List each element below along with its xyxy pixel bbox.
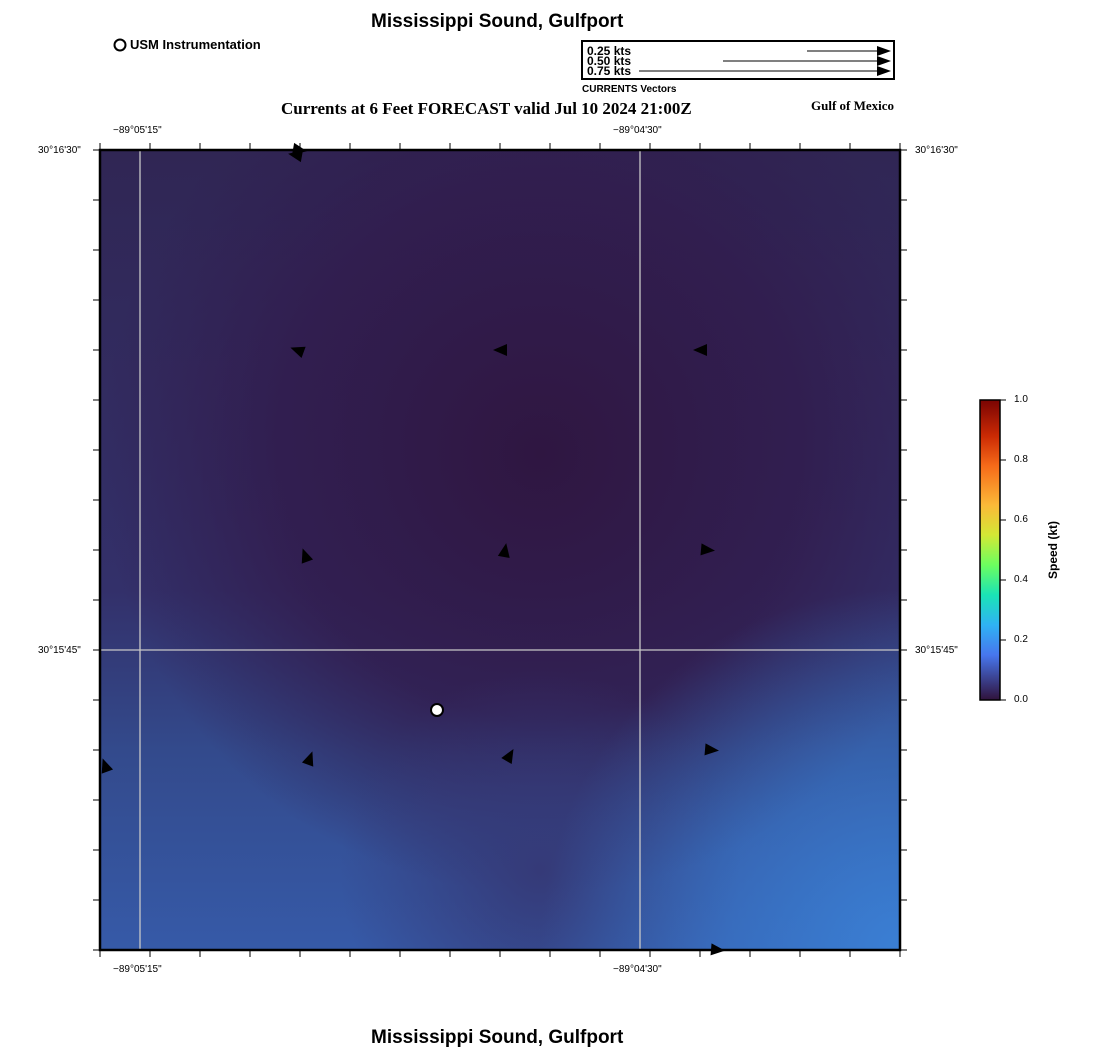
colorbar-tick-label: 0.2 [1014, 634, 1028, 645]
current-vector-v3 [493, 344, 507, 356]
current-vector-v6 [497, 543, 510, 558]
frame-ticks [93, 143, 907, 957]
colorbar-ticks [1000, 399, 1006, 701]
lat-tick-right-2: 30°15'45" [915, 645, 958, 656]
legend-arrow-head-3 [877, 66, 891, 76]
current-map [93, 142, 907, 957]
current-vector-v7 [700, 543, 715, 556]
lon-tick-bottom-1: −89°05'15" [113, 964, 162, 975]
colorbar-tick-label: 1.0 [1014, 394, 1028, 405]
footer-title: Mississippi Sound, Gulfport [371, 1027, 624, 1048]
vector-legend-box: 0.25 kts 0.50 kts 0.75 kts [581, 40, 895, 80]
usm-station-marker[interactable] [430, 703, 444, 717]
lat-tick-left-2: 30°15'45" [38, 645, 81, 656]
current-vector-v4 [693, 344, 707, 356]
current-vector-v11 [704, 743, 719, 756]
station-legend-label: USM Instrumentation [130, 37, 261, 52]
current-vector-v8 [101, 758, 114, 774]
colorbar-tick-labels: 1.0 0.8 0.6 0.4 0.2 0.0 [1014, 394, 1054, 705]
legend-arrow-head-2 [877, 56, 891, 66]
current-vector-v1 [288, 150, 303, 163]
colorbar-gradient [979, 399, 1001, 701]
current-vector-v5 [301, 548, 314, 564]
vector-legend-label-3: 0.75 kts [587, 64, 632, 78]
vector-legend-arrows [639, 46, 891, 76]
current-vector-v10 [501, 748, 514, 765]
lon-tick-bottom-2: −89°04'30" [613, 964, 662, 975]
vector-legend-label-2: 0.50 kts [587, 54, 632, 68]
region-label: Gulf of Mexico [811, 98, 895, 113]
lat-tick-right-1: 30°16'30" [915, 145, 958, 156]
current-vectors [101, 142, 725, 956]
current-vector-v9 [301, 751, 314, 767]
colorbar-label: Speed (kt) [1046, 521, 1060, 580]
legend-arrow-head-1 [877, 46, 891, 56]
current-vector-v2 [290, 346, 306, 359]
vector-legend-label-1: 0.25 kts [587, 44, 632, 58]
speed-field-high [100, 150, 900, 950]
speed-colorbar [979, 399, 1006, 701]
colorbar-label-wrap: Speed (kt) [1018, 521, 1088, 579]
station-legend-symbol [113, 38, 127, 52]
lat-tick-left-1: 30°16'30" [38, 145, 81, 156]
vector-legend-title: CURRENTS Vectors [582, 84, 677, 95]
colorbar-tick-label: 0.4 [1014, 574, 1028, 585]
colorbar-tick-label: 0.0 [1014, 694, 1028, 705]
map-title: Mississippi Sound, Gulfport [371, 11, 624, 32]
colorbar-tick-label: 0.6 [1014, 514, 1028, 525]
lon-tick-top-1: −89°05'15" [113, 125, 162, 136]
colorbar-tick-label: 0.8 [1014, 454, 1028, 465]
map-subtitle: Currents at 6 Feet FORECAST valid Jul 10… [281, 99, 692, 118]
lon-tick-top-2: −89°04'30" [613, 125, 662, 136]
